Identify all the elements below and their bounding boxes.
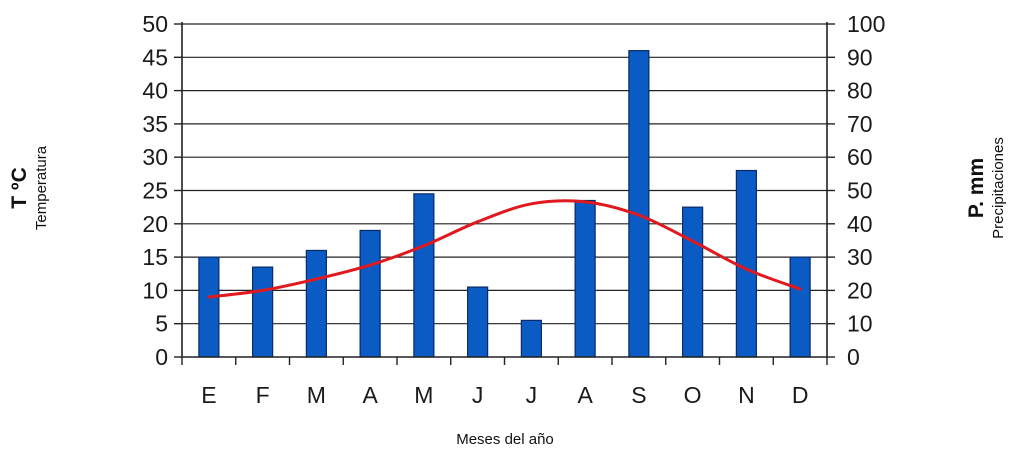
- left-tick-label: 15: [142, 244, 168, 270]
- month-label: D: [792, 382, 809, 408]
- left-tick-label: 35: [142, 111, 168, 137]
- precipitation-bars: [198, 50, 811, 358]
- month-label: N: [738, 382, 755, 408]
- precipitation-bar: [467, 286, 489, 358]
- left-tick-label: 50: [142, 11, 168, 37]
- right-tick-label: 20: [847, 277, 873, 303]
- left-tick-label: 25: [142, 178, 168, 204]
- month-label: S: [631, 382, 646, 408]
- precipitation-bar: [305, 249, 327, 358]
- x-axis-label: Meses del año: [456, 431, 554, 448]
- month-label: E: [201, 382, 216, 408]
- right-axis-ticks: 0 10 20 30 40 50 60 70 80 90 100: [847, 11, 885, 370]
- left-axis-label: T ºC: [8, 167, 31, 209]
- left-tick-label: 20: [142, 211, 168, 237]
- left-tick-label: 30: [142, 144, 168, 170]
- right-tick-label: 30: [847, 244, 873, 270]
- right-tick-label: 0: [847, 344, 860, 370]
- precipitation-bar: [574, 199, 596, 358]
- month-label: O: [684, 382, 702, 408]
- month-label: M: [307, 382, 326, 408]
- precipitation-bar: [735, 169, 757, 358]
- right-tick-label: 10: [847, 311, 873, 337]
- right-tick-label: 70: [847, 111, 873, 137]
- precipitation-bar: [252, 266, 274, 358]
- left-tick-label: 40: [142, 78, 168, 104]
- right-axis-sublabel: Precipitaciones: [990, 137, 1007, 239]
- left-tick-label: 0: [155, 344, 168, 370]
- precipitation-bar: [413, 193, 435, 358]
- temperature-line: [207, 199, 802, 299]
- right-tick-label: 80: [847, 78, 873, 104]
- right-tick-label: 100: [847, 11, 885, 37]
- left-tick-label: 10: [142, 277, 168, 303]
- month-label: F: [256, 382, 270, 408]
- right-axis-label: P. mm: [965, 158, 988, 218]
- precipitation-bar: [520, 319, 542, 358]
- month-label: J: [526, 382, 538, 408]
- precipitation-bar: [789, 256, 811, 358]
- precipitation-bar: [682, 206, 704, 358]
- left-axis-ticks: 0 5 10 15 20 25 30 35 40 45 50: [142, 11, 168, 370]
- left-axis-sublabel: Temperatura: [33, 145, 50, 230]
- precipitation-bar: [198, 256, 220, 358]
- month-label: J: [472, 382, 484, 408]
- precipitation-bar: [628, 50, 650, 358]
- right-tick-label: 60: [847, 144, 873, 170]
- grid-lines: [182, 23, 827, 325]
- left-tick-label: 5: [155, 311, 168, 337]
- month-label: M: [414, 382, 433, 408]
- precipitation-bar: [359, 229, 381, 358]
- right-tick-label: 90: [847, 44, 873, 70]
- right-tick-label: 50: [847, 178, 873, 204]
- axes: [174, 22, 835, 365]
- month-label: A: [362, 382, 378, 408]
- temperature-line-group: [207, 199, 802, 299]
- month-label: A: [577, 382, 593, 408]
- right-tick-label: 40: [847, 211, 873, 237]
- left-tick-label: 45: [142, 44, 168, 70]
